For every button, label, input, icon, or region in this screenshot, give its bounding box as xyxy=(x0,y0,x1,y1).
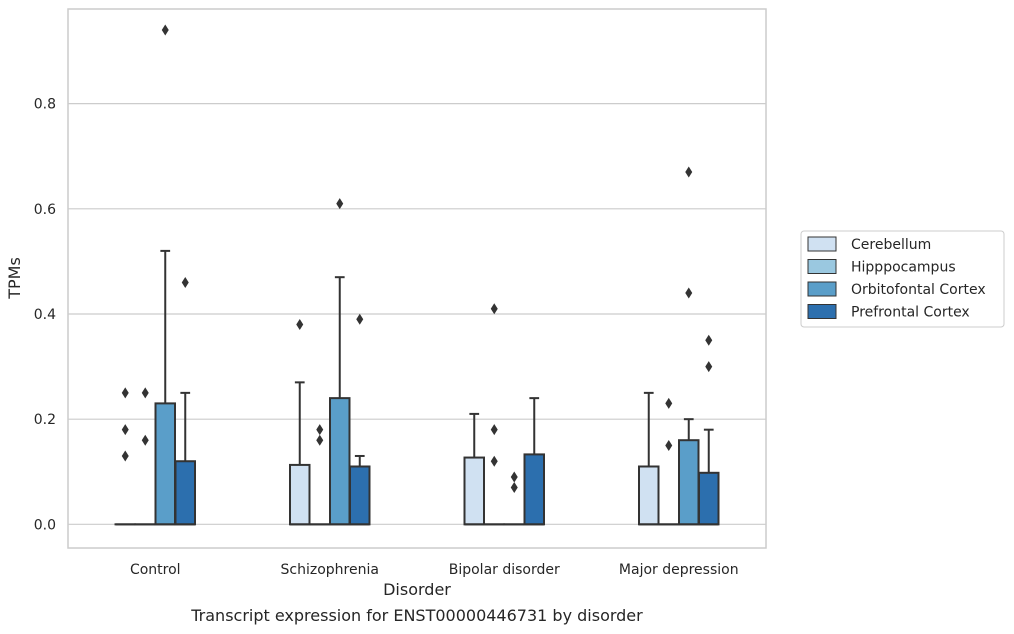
outlier-point xyxy=(705,334,713,346)
box-group xyxy=(503,471,525,526)
box-group xyxy=(134,387,156,526)
box xyxy=(289,463,311,526)
plot-area xyxy=(114,24,720,526)
box-group xyxy=(154,24,176,526)
box xyxy=(154,402,176,526)
outlier-point xyxy=(296,319,304,331)
box xyxy=(678,439,700,526)
box xyxy=(638,465,660,526)
x-axis-ticks: Control Schizophrenia Bipolar disorder Majo… xyxy=(130,562,739,578)
x-tick-label: Schizophrenia xyxy=(281,562,379,578)
x-tick-label: Major depression xyxy=(619,562,739,578)
legend-swatch xyxy=(807,281,837,297)
outlier-point xyxy=(316,424,324,436)
legend-label: Hipppocampus xyxy=(851,260,956,276)
box-group xyxy=(289,319,311,526)
box xyxy=(523,453,545,526)
box-group xyxy=(698,334,720,526)
outlier-point xyxy=(490,424,498,436)
figure-caption: Transcript expression for ENST0000044673… xyxy=(191,606,643,625)
legend-label: Orbitofontal Cortex xyxy=(851,282,986,298)
y-tick-label: 0.8 xyxy=(34,97,56,113)
legend-frame xyxy=(800,230,1005,328)
y-axis-ticks: 0.0 0.2 0.4 0.6 0.8 xyxy=(34,97,56,534)
outlier-point xyxy=(181,276,189,288)
outlier-point xyxy=(510,471,518,483)
outlier-point xyxy=(161,24,169,36)
outlier-point xyxy=(685,287,693,299)
y-tick-label: 0.6 xyxy=(34,202,56,218)
box-group xyxy=(678,166,700,526)
y-tick-label: 0.2 xyxy=(34,412,56,428)
legend-swatch xyxy=(807,304,837,319)
outlier-point xyxy=(141,434,149,446)
box xyxy=(698,471,720,526)
outlier-point xyxy=(665,397,673,409)
box-group xyxy=(483,303,505,526)
box xyxy=(349,465,371,526)
axes-frame xyxy=(67,8,767,549)
outlier-point xyxy=(121,450,129,462)
legend: Cerebellum Hipppocampus Orbitofontal Corte… xyxy=(800,230,1005,328)
outlier-point xyxy=(490,455,498,467)
x-axis-label: Disorder xyxy=(383,580,451,599)
x-tick-label: Control xyxy=(130,562,181,578)
legend-swatch xyxy=(807,259,837,274)
outlier-point xyxy=(685,166,693,178)
box-group xyxy=(658,397,680,526)
box-group xyxy=(329,198,351,526)
outlier-point xyxy=(316,434,324,446)
outlier-point xyxy=(121,424,129,436)
outlier-point xyxy=(141,387,149,399)
y-axis-label: TPMs xyxy=(5,257,24,300)
box xyxy=(174,460,196,526)
outlier-point xyxy=(510,482,518,494)
box-group xyxy=(463,412,485,526)
outlier-point xyxy=(665,439,673,451)
x-tick-label: Bipolar disorder xyxy=(449,562,560,578)
y-tick-label: 0.0 xyxy=(34,517,56,533)
box-group xyxy=(114,387,136,526)
outlier-point xyxy=(705,361,713,373)
box xyxy=(463,456,485,526)
outlier-point xyxy=(356,313,364,325)
box-group xyxy=(174,276,196,526)
legend-label: Cerebellum xyxy=(851,237,931,253)
box-group xyxy=(523,397,545,526)
legend-label: Prefrontal Cortex xyxy=(851,305,970,321)
outlier-point xyxy=(336,198,344,210)
box-group xyxy=(309,424,331,526)
box xyxy=(329,397,351,526)
outlier-point xyxy=(121,387,129,399)
box-group xyxy=(349,313,371,526)
legend-swatch xyxy=(807,236,837,252)
outlier-point xyxy=(490,303,498,315)
y-tick-label: 0.4 xyxy=(34,307,56,323)
box-group xyxy=(638,391,660,526)
